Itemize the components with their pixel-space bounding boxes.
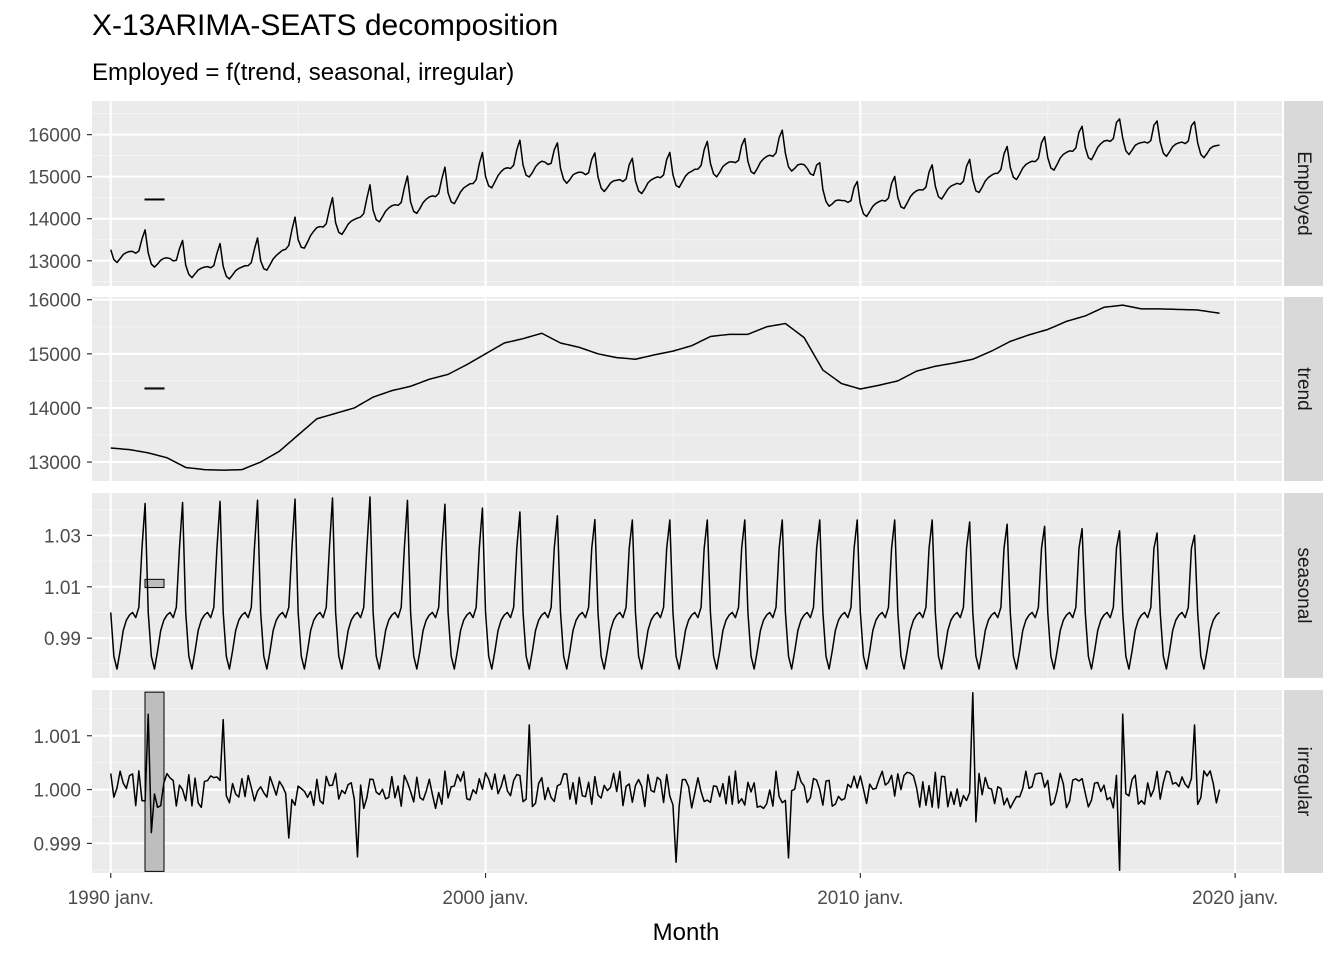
facet-strip-label: trend [1293, 367, 1314, 410]
facet-Employed: 13000 14000 15000 16000 Employed [28, 101, 1323, 286]
series-line-trend [110, 304, 1220, 471]
chart-subtitle: Employed = f(trend, seasonal, irregular) [92, 59, 515, 86]
y-tick-label: 16000 [28, 126, 81, 147]
x-tick-label: 2020 janv. [1192, 888, 1278, 909]
y-tick-label: 1.03 [44, 526, 81, 547]
scale-bar [144, 578, 165, 589]
series-line-irregular [109, 691, 1221, 872]
x-axis-title: Month [653, 919, 720, 946]
scale-bar [144, 387, 165, 390]
y-tick-label: 15000 [28, 168, 81, 189]
facet-strip-label: seasonal [1293, 547, 1314, 623]
x-tick-label: 1990 janv. [68, 888, 154, 909]
x-tick-label: 2010 janv. [817, 888, 903, 909]
facet-strip [1284, 690, 1323, 873]
series-line-Employed [110, 118, 1220, 280]
y-tick-label: 14000 [28, 399, 81, 420]
y-tick-label: 0.99 [44, 629, 81, 650]
panel-background [92, 101, 1282, 286]
y-tick-label: 0.999 [33, 834, 81, 855]
facet-strip [1284, 297, 1323, 481]
y-tick-label: 16000 [28, 291, 81, 312]
facet-irregular: 0.999 1.000 1.001 irregular [33, 690, 1323, 873]
y-tick-label: 14000 [28, 210, 81, 231]
y-tick-label: 1.01 [44, 578, 81, 599]
series-line-seasonal [109, 496, 1221, 670]
y-tick-label: 1.001 [33, 727, 81, 748]
y-tick-label: 13000 [28, 453, 81, 474]
chart-title: X-13ARIMA-SEATS decomposition [92, 9, 559, 42]
facet-strip [1284, 493, 1323, 678]
y-tick-label: 15000 [28, 345, 81, 366]
facet-strip [1284, 101, 1323, 286]
x-tick-label: 2000 janv. [442, 888, 528, 909]
y-tick-label: 13000 [28, 252, 81, 273]
scale-bar [144, 198, 165, 201]
facet-seasonal: 0.99 1.01 1.03 seasonal [44, 493, 1323, 678]
panel-background [92, 297, 1282, 481]
y-tick-label: 1.000 [33, 781, 81, 802]
facet-strip-label: irregular [1293, 747, 1314, 817]
facet-strip-label: Employed [1293, 151, 1314, 236]
facet-trend: 13000 14000 15000 16000 trend [28, 291, 1323, 481]
